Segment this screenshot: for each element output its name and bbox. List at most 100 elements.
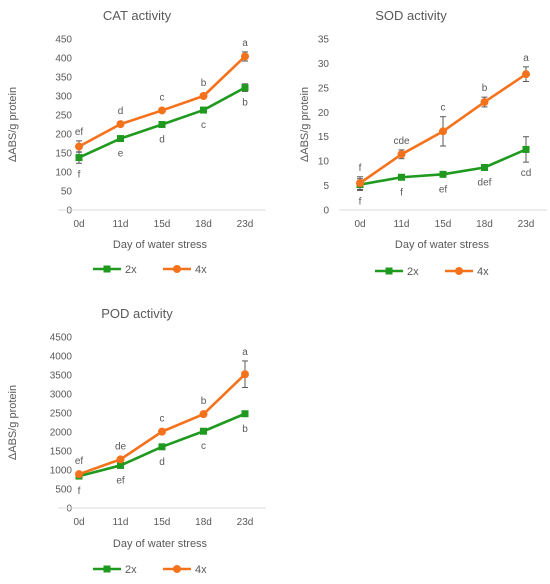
sod-series-4x: f cde c b a bbox=[356, 53, 530, 190]
cat-y-tick-label: 50 bbox=[61, 187, 73, 198]
sod-significance-letter: f bbox=[400, 187, 403, 198]
pod-y-tick-label: 3500 bbox=[50, 371, 73, 382]
sod-x-tick-label: 18d bbox=[476, 219, 493, 230]
sod-significance-letter: cde bbox=[393, 136, 410, 147]
pod-data-point bbox=[241, 410, 249, 418]
pod-y-tick-label: 1500 bbox=[50, 447, 73, 458]
cat-significance-letter: a bbox=[242, 38, 248, 49]
pod-y-tick-label: 3000 bbox=[50, 390, 73, 401]
cat-significance-letter: b bbox=[201, 78, 207, 89]
pod-y-tick-label: 1000 bbox=[50, 466, 73, 477]
cat-x-tick-label: 15d bbox=[154, 219, 171, 230]
cat-chart: CAT activity 0 50 100 150 200 250 300 350 400 450 0… bbox=[7, 8, 266, 276]
sod-significance-letter: def bbox=[478, 177, 492, 188]
pod-significance-letter: f bbox=[78, 486, 81, 497]
cat-series-4x: ef d c b a bbox=[75, 38, 249, 153]
cat-y-tick-label: 450 bbox=[55, 35, 72, 46]
pod-legend-label: 2x bbox=[125, 564, 137, 576]
pod-legend-marker bbox=[103, 565, 111, 573]
sod-legend-label: 2x bbox=[407, 266, 419, 278]
sod-y-tick-label: 30 bbox=[318, 59, 330, 70]
pod-significance-letter: ef bbox=[116, 475, 125, 486]
cat-data-point bbox=[241, 84, 249, 92]
sod-legend-marker bbox=[455, 267, 463, 275]
cat-y-tick-label: 100 bbox=[55, 168, 72, 179]
pod-data-point bbox=[200, 427, 207, 435]
sod-data-point bbox=[439, 127, 447, 136]
sod-y-tick-label: 15 bbox=[318, 132, 330, 143]
pod-data-point bbox=[158, 427, 166, 436]
sod-y-tick-label: 0 bbox=[323, 206, 329, 217]
cat-legend-item-2x: 2x bbox=[93, 264, 137, 276]
pod-legend-item-2x: 2x bbox=[93, 564, 137, 576]
pod-x-tick-label: 18d bbox=[195, 517, 212, 528]
sod-significance-letter: a bbox=[523, 53, 529, 64]
pod-chart: POD activity 0 500 1000 1500 2000 2500 3000 3500… bbox=[7, 306, 266, 576]
cat-significance-letter: c bbox=[160, 92, 165, 103]
sod-series-2x: f f ef def cd bbox=[356, 136, 532, 207]
pod-y-tick-label: 2000 bbox=[50, 428, 73, 439]
cat-significance-letter: ef bbox=[75, 127, 84, 138]
cat-y-tick-label: 400 bbox=[55, 54, 72, 65]
pod-legend-item-4x: 4x bbox=[163, 564, 207, 576]
pod-significance-letter: c bbox=[201, 441, 206, 452]
sod-data-point bbox=[397, 150, 406, 159]
sod-y-tick-label: 25 bbox=[318, 83, 330, 94]
sod-chart-title: SOD activity bbox=[375, 8, 447, 23]
cat-legend-label: 2x bbox=[125, 264, 137, 276]
pod-y-tick-label: 4000 bbox=[50, 352, 73, 363]
pod-data-point bbox=[117, 461, 124, 469]
cat-significance-letter: f bbox=[78, 169, 81, 180]
pod-y-tick-label: 0 bbox=[66, 504, 72, 515]
cat-x-tick-label: 0d bbox=[73, 219, 84, 230]
cat-significance-letter: c bbox=[201, 120, 206, 131]
cat-x-tick-label: 11d bbox=[113, 219, 129, 230]
pod-data-point bbox=[116, 455, 125, 464]
sod-x-axis-label: Day of water stress bbox=[395, 239, 490, 251]
cat-significance-letter: d bbox=[118, 106, 124, 117]
cat-y-tick-label: 250 bbox=[55, 111, 72, 122]
pod-data-point bbox=[158, 443, 166, 451]
sod-x-tick-label: 11d bbox=[394, 219, 410, 230]
pod-y-axis-label: ΔABS/g protein bbox=[7, 385, 19, 460]
pod-chart-title: POD activity bbox=[101, 306, 173, 321]
pod-significance-letter: b bbox=[242, 424, 248, 435]
sod-significance-letter: f bbox=[359, 163, 362, 174]
cat-chart-title: CAT activity bbox=[103, 8, 172, 23]
sod-y-tick-label: 5 bbox=[323, 181, 329, 192]
pod-x-tick-label: 11d bbox=[113, 517, 129, 528]
cat-y-tick-label: 200 bbox=[55, 130, 72, 141]
pod-legend-marker bbox=[173, 565, 181, 573]
cat-y-axis-label: ΔABS/g protein bbox=[7, 87, 19, 162]
cat-series-2x: f e d c b bbox=[75, 83, 249, 180]
pod-x-axis-label: Day of water stress bbox=[113, 538, 208, 550]
sod-data-point bbox=[398, 173, 405, 181]
sod-data-point bbox=[356, 179, 364, 188]
pod-series-4x: ef de c b a bbox=[75, 347, 249, 479]
sod-legend-item-4x: 4x bbox=[445, 266, 489, 278]
cat-legend-item-4x: 4x bbox=[163, 264, 207, 276]
cat-data-point bbox=[199, 92, 208, 100]
pod-significance-letter: b bbox=[201, 396, 207, 407]
pod-y-tick-label: 2500 bbox=[50, 409, 73, 420]
pod-data-point bbox=[199, 410, 208, 419]
sod-y-axis-label: ΔABS/g protein bbox=[299, 87, 311, 162]
cat-data-point bbox=[116, 120, 125, 129]
sod-significance-letter: f bbox=[359, 196, 362, 207]
cat-legend-marker bbox=[173, 265, 181, 273]
sod-legend-item-2x: 2x bbox=[375, 266, 419, 278]
sod-chart: SOD activity 0 5 10 15 20 25 30 35 0d 11d 15d 18d 23d… bbox=[299, 8, 547, 278]
cat-legend-label: 4x bbox=[195, 264, 207, 276]
pod-significance-letter: de bbox=[115, 441, 127, 452]
cat-y-tick-label: 150 bbox=[55, 149, 72, 160]
pod-significance-letter: c bbox=[160, 414, 165, 425]
cat-data-point bbox=[158, 106, 166, 115]
sod-data-point bbox=[480, 98, 489, 107]
pod-x-tick-label: 15d bbox=[154, 517, 171, 528]
sod-significance-letter: cd bbox=[521, 168, 532, 179]
sod-data-point bbox=[481, 163, 488, 171]
sod-significance-letter: b bbox=[482, 83, 488, 94]
cat-data-point bbox=[75, 154, 83, 162]
cat-x-tick-label: 18d bbox=[195, 219, 212, 230]
